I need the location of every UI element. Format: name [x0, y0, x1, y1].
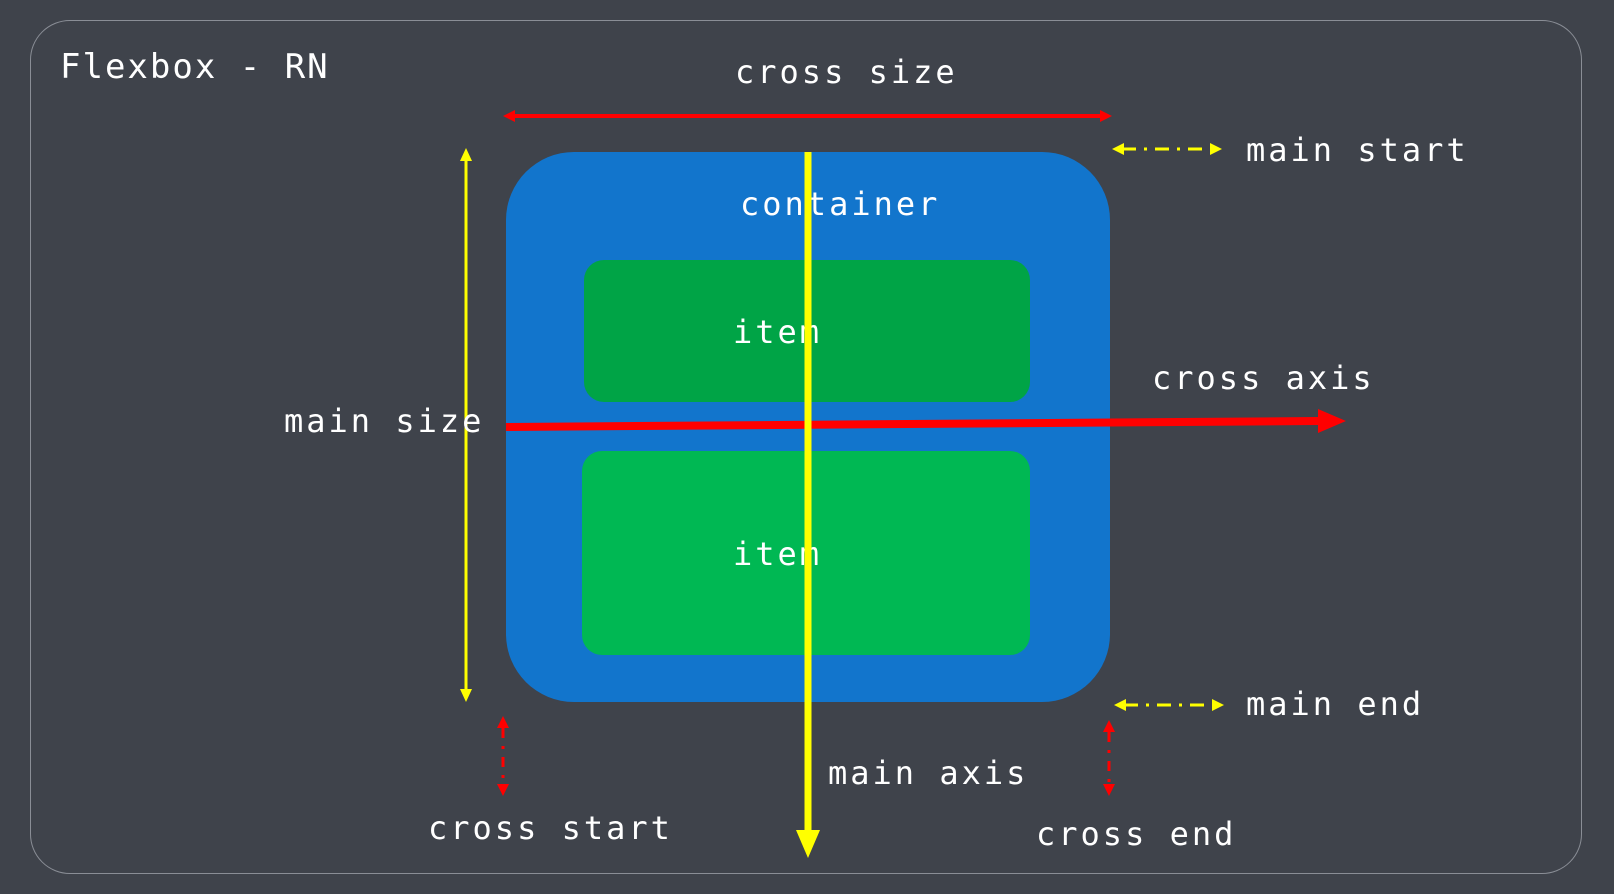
main-axis-arrow [796, 152, 820, 858]
main-start-marker [1112, 143, 1222, 155]
cross-size-label: cross size [735, 53, 958, 91]
cross-end-marker [1103, 720, 1115, 796]
main-size-label: main size [284, 402, 485, 440]
cross-axis-label: cross axis [1152, 359, 1375, 397]
main-end-marker [1114, 699, 1224, 711]
main-size-arrow [460, 148, 472, 702]
cross-end-label: cross end [1036, 815, 1237, 853]
container-label: container [740, 185, 941, 223]
main-axis-label: main axis [828, 754, 1029, 792]
cross-size-arrow [503, 110, 1112, 122]
main-start-label: main start [1246, 131, 1469, 169]
main-end-label: main end [1246, 685, 1425, 723]
cross-axis-arrow [505, 409, 1346, 433]
diagram-title: Flexbox - RN [60, 47, 330, 87]
diagram-frame [30, 20, 1582, 874]
cross-start-marker [497, 716, 509, 796]
cross-start-label: cross start [428, 809, 673, 847]
